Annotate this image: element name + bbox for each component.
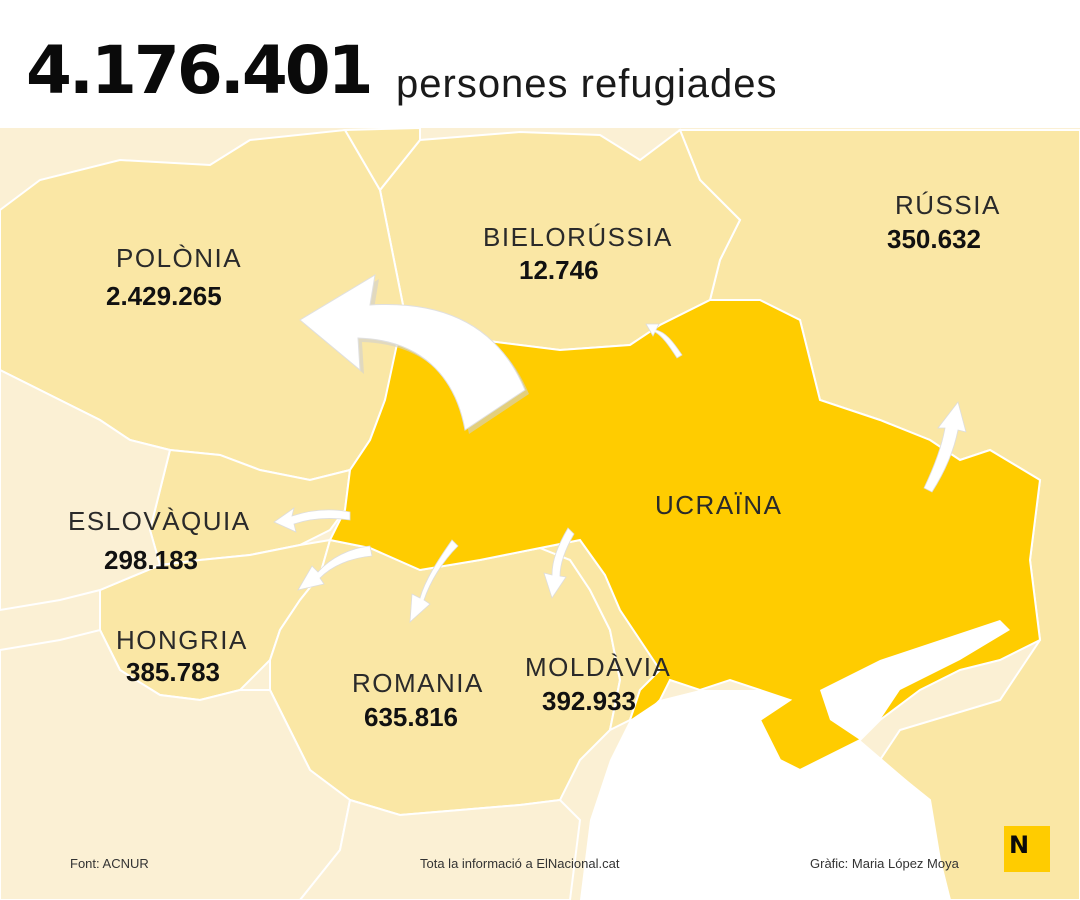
country-name-poland: POLÒNIA [116, 243, 243, 273]
country-value-poland: 2.429.265 [106, 281, 222, 311]
arrow-moldova [543, 527, 575, 599]
country-value-belarus: 12.746 [519, 255, 599, 285]
country-name-moldova: MOLDÀVIA [525, 652, 672, 682]
country-name-slovakia: ESLOVÀQUIA [68, 506, 251, 536]
azov-sea [820, 620, 1010, 740]
country-name-russia: RÚSSIA [895, 190, 1001, 220]
country-value-hungary: 385.783 [126, 657, 220, 687]
arrow-belarus [645, 323, 683, 359]
country-value-moldova: 392.933 [542, 686, 636, 716]
site-link[interactable]: Tota la informació a ElNacional.cat [420, 856, 620, 871]
bulgaria-region [298, 798, 582, 900]
czech-region [0, 368, 172, 612]
elnacional-logo[interactable]: N [1004, 826, 1050, 872]
country-value-slovakia: 298.183 [104, 545, 198, 575]
country-name-ukraine: UCRAÏNA [655, 490, 783, 520]
country-name-romania: ROMANIA [352, 668, 484, 698]
baltic-region [343, 126, 421, 192]
country-name-belarus: BIELORÚSSIA [483, 222, 673, 252]
black-sea [580, 690, 950, 900]
author-credit: Gràfic: Maria López Moya [810, 856, 959, 871]
country-value-romania: 635.816 [364, 702, 458, 732]
logo-letter: N [1009, 831, 1030, 859]
arrow-hungary [297, 545, 373, 591]
arrow-poland [299, 274, 529, 434]
total-refugees: 4.176.401 [26, 32, 374, 109]
country-name-hungary: HONGRIA [116, 625, 248, 655]
arrow-romania [409, 539, 459, 623]
arrow-slovakia [273, 507, 351, 533]
country-value-russia: 350.632 [887, 224, 981, 254]
source-credit: Font: ACNUR [70, 856, 149, 871]
arrow-russia [923, 401, 967, 493]
subtitle: persones refugiades [396, 62, 778, 106]
